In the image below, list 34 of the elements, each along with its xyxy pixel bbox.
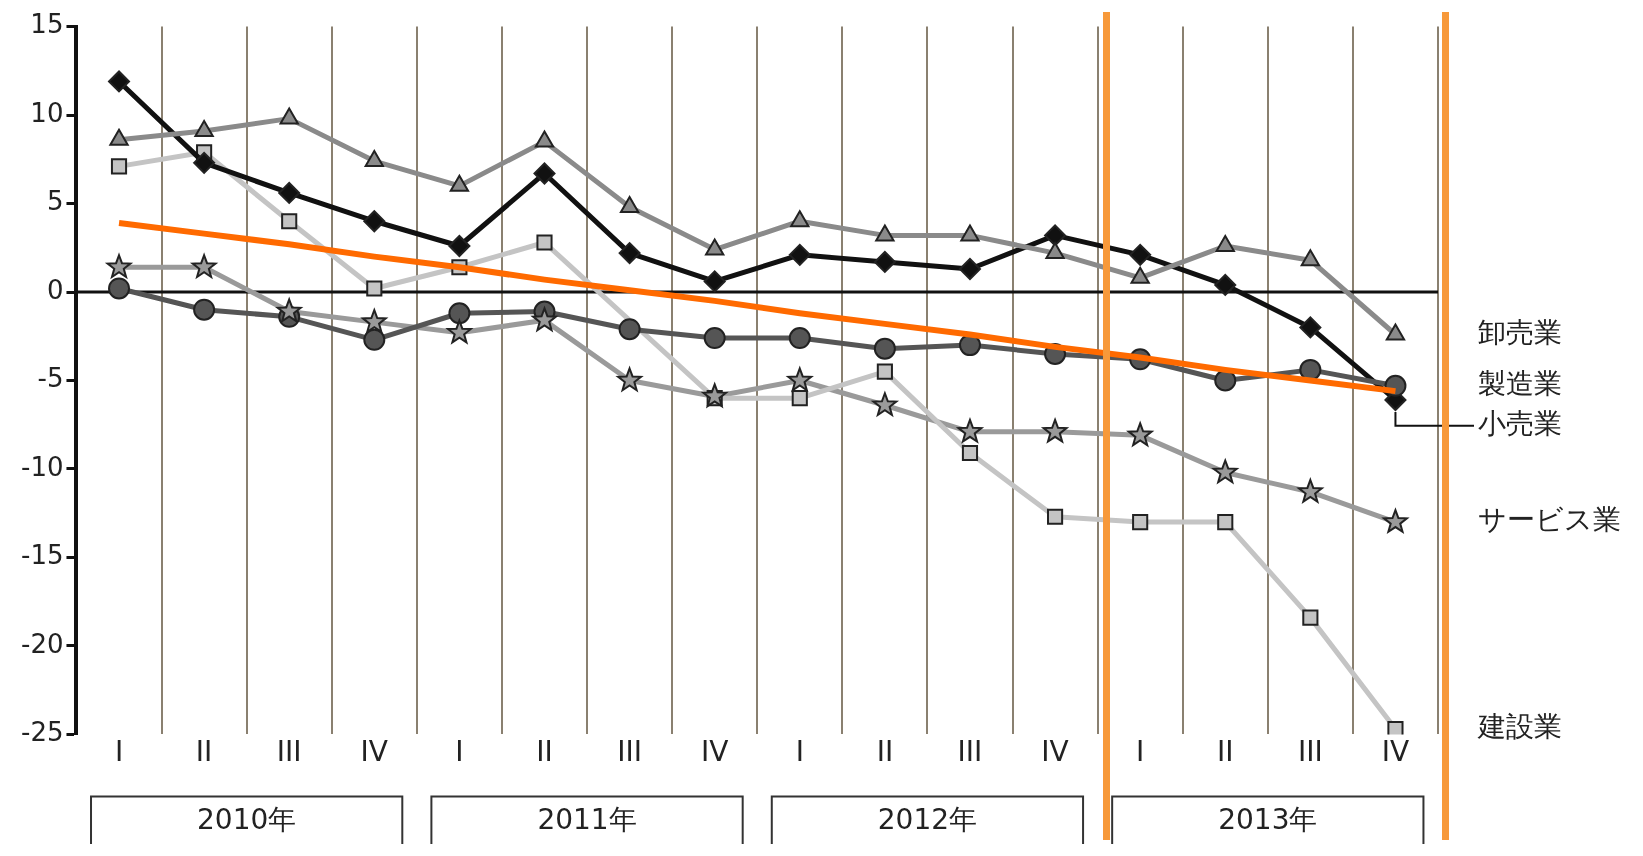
y-tick-label: -25 (21, 717, 64, 748)
x-tick-label: IV (360, 735, 389, 769)
x-tick-label: I (795, 735, 804, 769)
x-tick-label: I (455, 735, 464, 769)
x-tick-label: I (114, 735, 124, 769)
text: サービス業 (1478, 503, 1621, 537)
text: 2010年 (197, 802, 297, 836)
x-tick-label: II (536, 735, 553, 769)
y-tick-label: 10 (30, 97, 64, 128)
y-tick-label: -20 (21, 628, 64, 659)
y-tick-label: 5 (46, 186, 64, 217)
text: 製造業 (1478, 367, 1562, 401)
x-tick-label: II (876, 735, 894, 769)
text: 2012年 (877, 802, 978, 836)
text: 2011年 (537, 802, 637, 836)
x-tick-label: I (1136, 735, 1145, 769)
y-tick-label: 15 (30, 9, 64, 40)
legend-label: 小売業 (1478, 407, 1562, 441)
x-tick-label: III (1297, 735, 1323, 769)
text: 建設業 (1477, 710, 1562, 744)
y-tick-label: -10 (21, 451, 64, 482)
x-tick-label: II (1217, 735, 1234, 769)
y-tick-label: 0 (46, 274, 64, 305)
y-tick-label: -5 (37, 363, 64, 394)
x-tick-label: II (195, 735, 213, 769)
x-tick-label: III (957, 735, 983, 769)
x-tick-label: IV (700, 735, 729, 769)
y-tick-label: -15 (21, 540, 64, 571)
text: 2013年 (1218, 802, 1318, 836)
x-tick-label: III (617, 735, 642, 769)
text: 卸売業 (1478, 315, 1562, 349)
x-tick-label: IV (1041, 735, 1069, 769)
x-tick-label: IV (1381, 735, 1410, 769)
x-tick-label: III (276, 735, 302, 769)
